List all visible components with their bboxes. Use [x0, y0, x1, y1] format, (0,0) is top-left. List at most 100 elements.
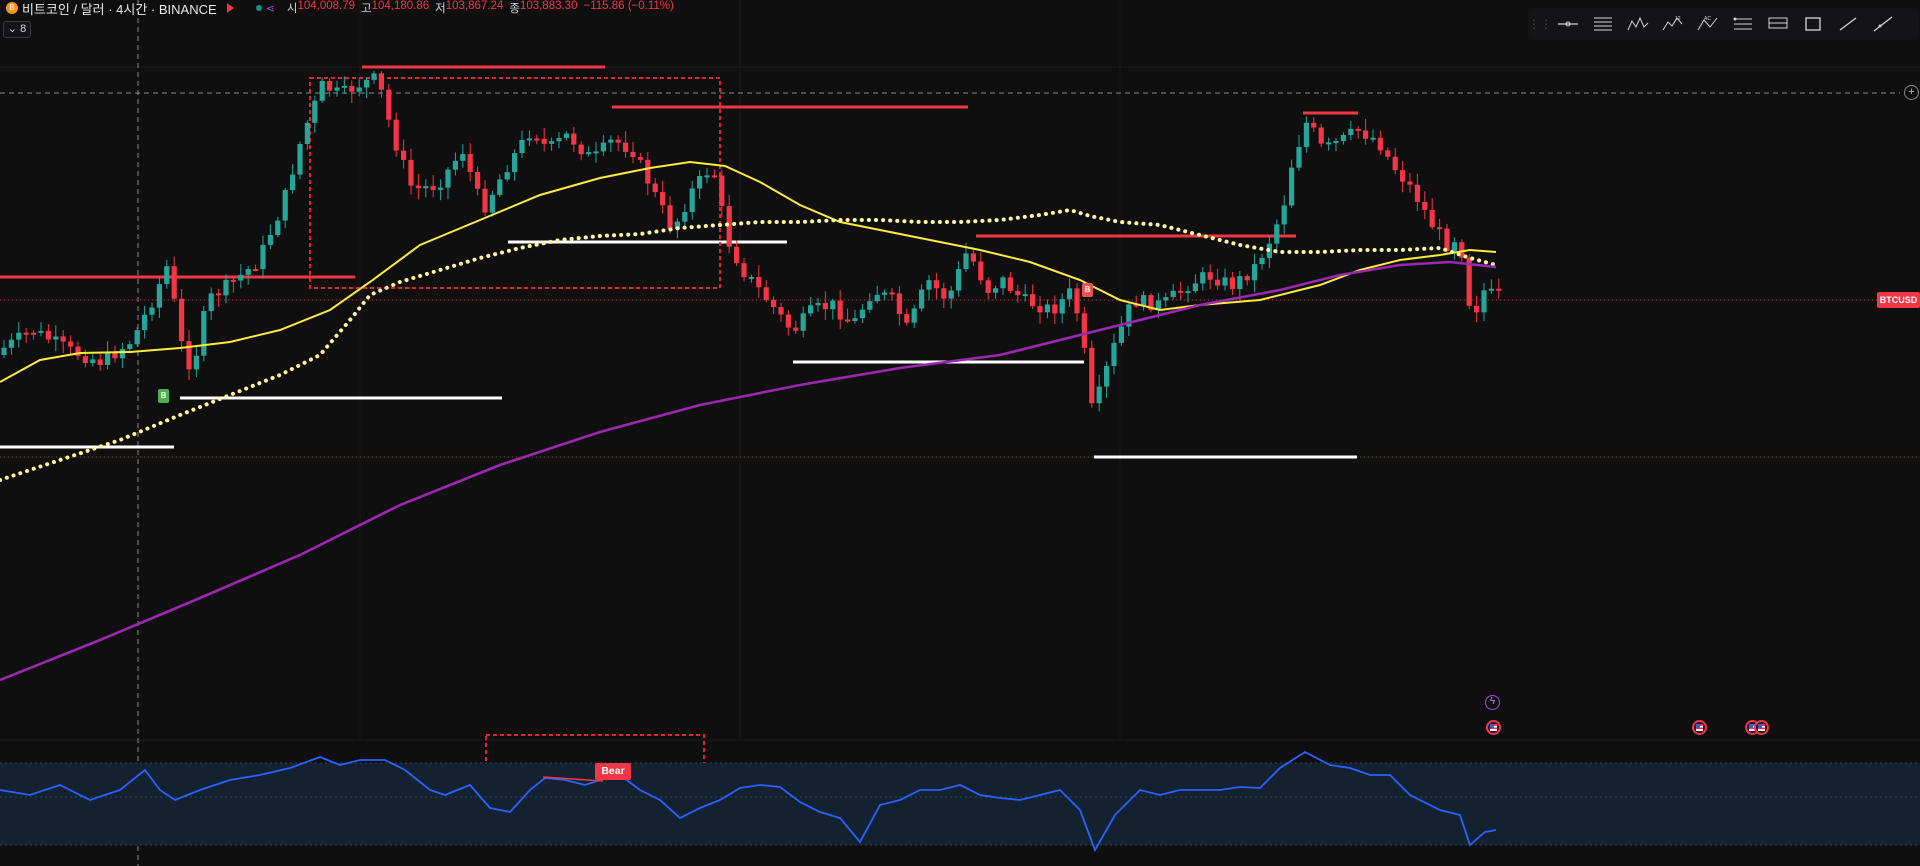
us-flag-event-icon[interactable] [1486, 720, 1501, 735]
candle-body-54 [401, 150, 407, 160]
share-icon[interactable]: ⋖ [265, 2, 275, 15]
candle-body-80 [593, 151, 599, 154]
bear-divergence-label[interactable]: Bear [595, 763, 631, 780]
candle-body-48 [356, 87, 362, 92]
candle-body-117 [867, 301, 873, 310]
candle-body-94 [697, 175, 703, 189]
abcd-pattern-icon[interactable]: AC [1690, 10, 1725, 38]
candle-body-89 [660, 192, 666, 206]
candle-body-65 [482, 188, 488, 213]
buy-marker[interactable]: B [158, 389, 169, 403]
moving-averages [0, 160, 1498, 682]
candle-body-149 [1104, 365, 1110, 387]
candle-body-143 [1059, 299, 1065, 314]
candle-body-57 [423, 186, 429, 189]
candle-body-62 [460, 154, 466, 161]
candle-body-109 [808, 305, 814, 314]
trend-line-icon[interactable] [1830, 10, 1865, 38]
pattern-icon[interactable] [1620, 10, 1655, 38]
candle-body-185 [1370, 137, 1376, 140]
candle-body-64 [475, 172, 481, 189]
candle-body-63 [467, 154, 473, 173]
bitcoin-icon: B [6, 2, 18, 14]
candle-body-55 [408, 159, 414, 186]
candle-body-67 [497, 179, 503, 195]
candle-body-148 [1096, 386, 1102, 404]
candle-body-93 [689, 188, 695, 213]
candle-body-47 [349, 85, 355, 92]
candle-body-147 [1089, 347, 1095, 404]
candle-body-96 [711, 175, 717, 178]
buy-marker-2[interactable]: B [1082, 283, 1093, 297]
indicators-collapse-button[interactable]: ⌄ 8 [3, 21, 31, 38]
candle-body-170 [1259, 257, 1265, 265]
candle-body-39 [290, 174, 296, 191]
candle-body-141 [1044, 304, 1050, 313]
candle-body-187 [1385, 150, 1391, 157]
candle-body-127 [941, 288, 947, 299]
candle-body-13 [97, 359, 103, 366]
candle-body-177 [1311, 122, 1317, 128]
candle-body-106 [785, 314, 791, 328]
candle-body-23 [171, 266, 177, 299]
candle-body-21 [156, 284, 162, 308]
candle-body-202 [1496, 288, 1502, 291]
ema-fast-line [0, 160, 1497, 383]
drag-handle-icon[interactable]: ⋮⋮ [1528, 17, 1552, 31]
candle-body-160 [1185, 291, 1191, 294]
candle-body-163 [1207, 272, 1213, 280]
candle-body-128 [948, 290, 954, 299]
candle-body-167 [1237, 276, 1243, 290]
candle-body-179 [1326, 142, 1332, 145]
add-alert-icon[interactable]: + [1904, 85, 1919, 100]
candle-body-86 [637, 157, 643, 160]
fib-retracement-icon[interactable] [1725, 10, 1760, 38]
flag-icon[interactable] [226, 3, 234, 13]
candle-body-91 [674, 221, 680, 229]
candle-body-173 [1281, 205, 1287, 225]
lightning-icon[interactable]: ϟ [1485, 695, 1500, 710]
candle-body-99 [734, 246, 740, 264]
candle-body-192 [1422, 201, 1428, 210]
candle-body-66 [489, 194, 495, 213]
candle-body-166 [1229, 277, 1235, 290]
horizontal-line-icon[interactable] [1550, 10, 1585, 38]
svg-text:AC: AC [1704, 16, 1711, 22]
candle-body-183 [1355, 128, 1361, 131]
candle-body-124 [919, 289, 925, 309]
candle-body-176 [1303, 122, 1309, 147]
candle-body-33 [245, 269, 251, 275]
candle-body-113 [837, 300, 843, 320]
rsi-band [0, 763, 1920, 845]
us-flag-event-icon-2[interactable] [1692, 720, 1707, 735]
candle-body-2 [16, 332, 22, 340]
ema-dotted-line [0, 207, 1498, 482]
candle-body-77 [571, 133, 577, 145]
candle-body-16 [119, 348, 125, 359]
symbol-title[interactable]: 비트코인 / 달러 · 4시간 · BINANCE [22, 1, 217, 17]
candle-body-44 [327, 80, 333, 91]
us-flag-event-icon-4[interactable] [1754, 720, 1769, 735]
candle-body-175 [1296, 146, 1302, 168]
candle-body-100 [741, 263, 747, 278]
parallel-lines-icon[interactable] [1585, 10, 1620, 38]
elliott-wave-icon[interactable]: 12 [1655, 10, 1690, 38]
candle-body-184 [1363, 130, 1369, 139]
candle-body-107 [793, 327, 799, 331]
candle-body-58 [430, 186, 436, 190]
candle-body-132 [978, 261, 984, 281]
candle-body-169 [1252, 264, 1258, 281]
candle-body-144 [1067, 288, 1073, 300]
candle-body-40 [297, 144, 303, 175]
candle-body-3 [23, 332, 29, 335]
rectangle-icon[interactable] [1795, 10, 1830, 38]
candle-body-8 [60, 336, 66, 342]
extended-line-icon[interactable] [1865, 10, 1900, 38]
fib-extension-icon[interactable] [1760, 10, 1795, 38]
candle-body-28 [208, 293, 214, 312]
candle-body-68 [504, 172, 510, 180]
candle-body-197 [1459, 242, 1465, 258]
candle-body-37 [275, 220, 281, 236]
